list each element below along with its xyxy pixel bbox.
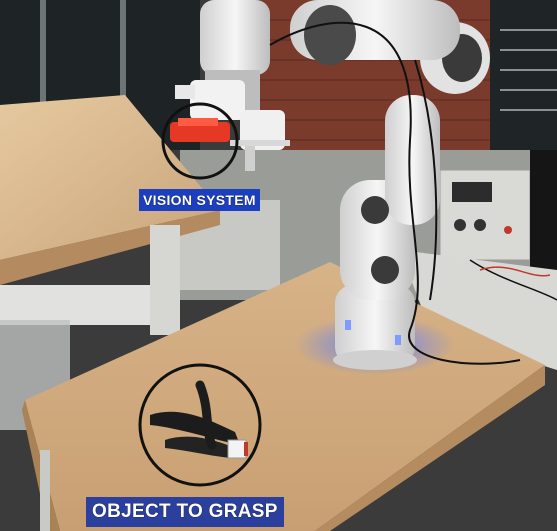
left-table [0,95,220,260]
vision-highlight-circle [161,102,239,180]
gripper-camera [170,80,290,171]
vision-system-label: VISION SYSTEM [139,189,260,211]
window-right [490,0,557,150]
object-to-grasp-label: OBJECT TO GRASP [86,497,284,527]
robot-arm [200,0,557,370]
equipment-case [530,150,557,290]
grasp-highlight-circle [138,363,262,487]
side-table [400,250,557,370]
clamp-object [150,380,248,459]
red-part [170,122,230,142]
